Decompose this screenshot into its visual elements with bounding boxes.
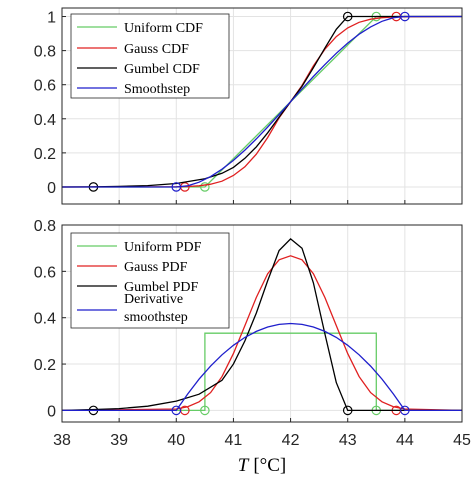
y-tick-label: 0.4 xyxy=(34,112,56,129)
x-tick-label: 42 xyxy=(282,432,300,449)
legend-box xyxy=(70,232,230,329)
series-marker xyxy=(200,405,210,416)
x-tick-label: 45 xyxy=(453,432,471,449)
y-tick-label: 0.6 xyxy=(34,78,56,95)
series-marker xyxy=(171,405,182,416)
series-line-4 xyxy=(62,15,462,188)
series-marker xyxy=(400,11,410,22)
y-tick-label: 0.6 xyxy=(34,264,56,281)
chart-panel-2: 0 0.2 0.4 0.6 0.8 38 39 40 41 42 43 44 45 Uniform PDF… xyxy=(34,218,471,476)
y-tick-label: 0.8 xyxy=(34,218,56,235)
series-line-4 xyxy=(62,322,462,412)
legend-label: Gumbel CDF xyxy=(124,62,200,77)
x-tick-label: 40 xyxy=(167,432,185,449)
legend-label: Derivative xyxy=(124,292,183,307)
series-marker xyxy=(400,405,410,416)
legend-label: smoothstep xyxy=(124,310,188,325)
series-marker xyxy=(171,182,182,192)
series-line-3 xyxy=(62,238,462,412)
y-tick-label: 0 xyxy=(47,403,56,420)
x-axis-label-symbol: T xyxy=(238,455,250,476)
series-marker xyxy=(342,405,353,416)
legend-label: Smoothstep xyxy=(124,82,190,97)
legend: Uniform PDF Gauss PDF Gumbel PDFDerivative… xyxy=(70,232,230,329)
legend-label: Gumbel PDF xyxy=(124,280,199,295)
y-tick-label: 1 xyxy=(47,10,56,27)
x-tick-label: 41 xyxy=(225,432,243,449)
legend-label: Uniform CDF xyxy=(124,21,203,36)
legend: Uniform CDF Gauss CDF Gumbel CDF Smoothstep xyxy=(70,13,230,99)
series-marker xyxy=(200,182,210,192)
y-tick-label: 0 xyxy=(47,180,56,197)
x-tick-label: 38 xyxy=(53,432,71,449)
chart-panel-1: 0 0.2 0.4 0.6 0.8 1 Uniform CDF Gauss CDF Gumbel… xyxy=(34,7,463,205)
x-axis-label: T [°C] xyxy=(238,455,287,476)
x-tick-label: 39 xyxy=(110,432,128,449)
x-tick-label: 44 xyxy=(396,432,414,449)
series-line-3 xyxy=(62,15,462,188)
legend-label: Gauss PDF xyxy=(124,260,188,275)
y-tick-label: 0.2 xyxy=(34,357,56,374)
axes-frame xyxy=(61,224,463,423)
axes-frame xyxy=(61,7,463,205)
legend-label: Uniform PDF xyxy=(124,240,202,255)
series-marker xyxy=(342,11,353,22)
series-line-2 xyxy=(62,255,462,412)
legend-box xyxy=(70,13,230,99)
x-axis-label-unit: [°C] xyxy=(253,455,286,476)
y-tick-label: 0.8 xyxy=(34,44,56,61)
legend-label: Gauss CDF xyxy=(124,42,189,57)
y-tick-label: 0.4 xyxy=(34,311,56,328)
series-line-1 xyxy=(62,332,462,412)
x-tick-label: 43 xyxy=(339,432,357,449)
y-tick-label: 0.2 xyxy=(34,146,56,163)
